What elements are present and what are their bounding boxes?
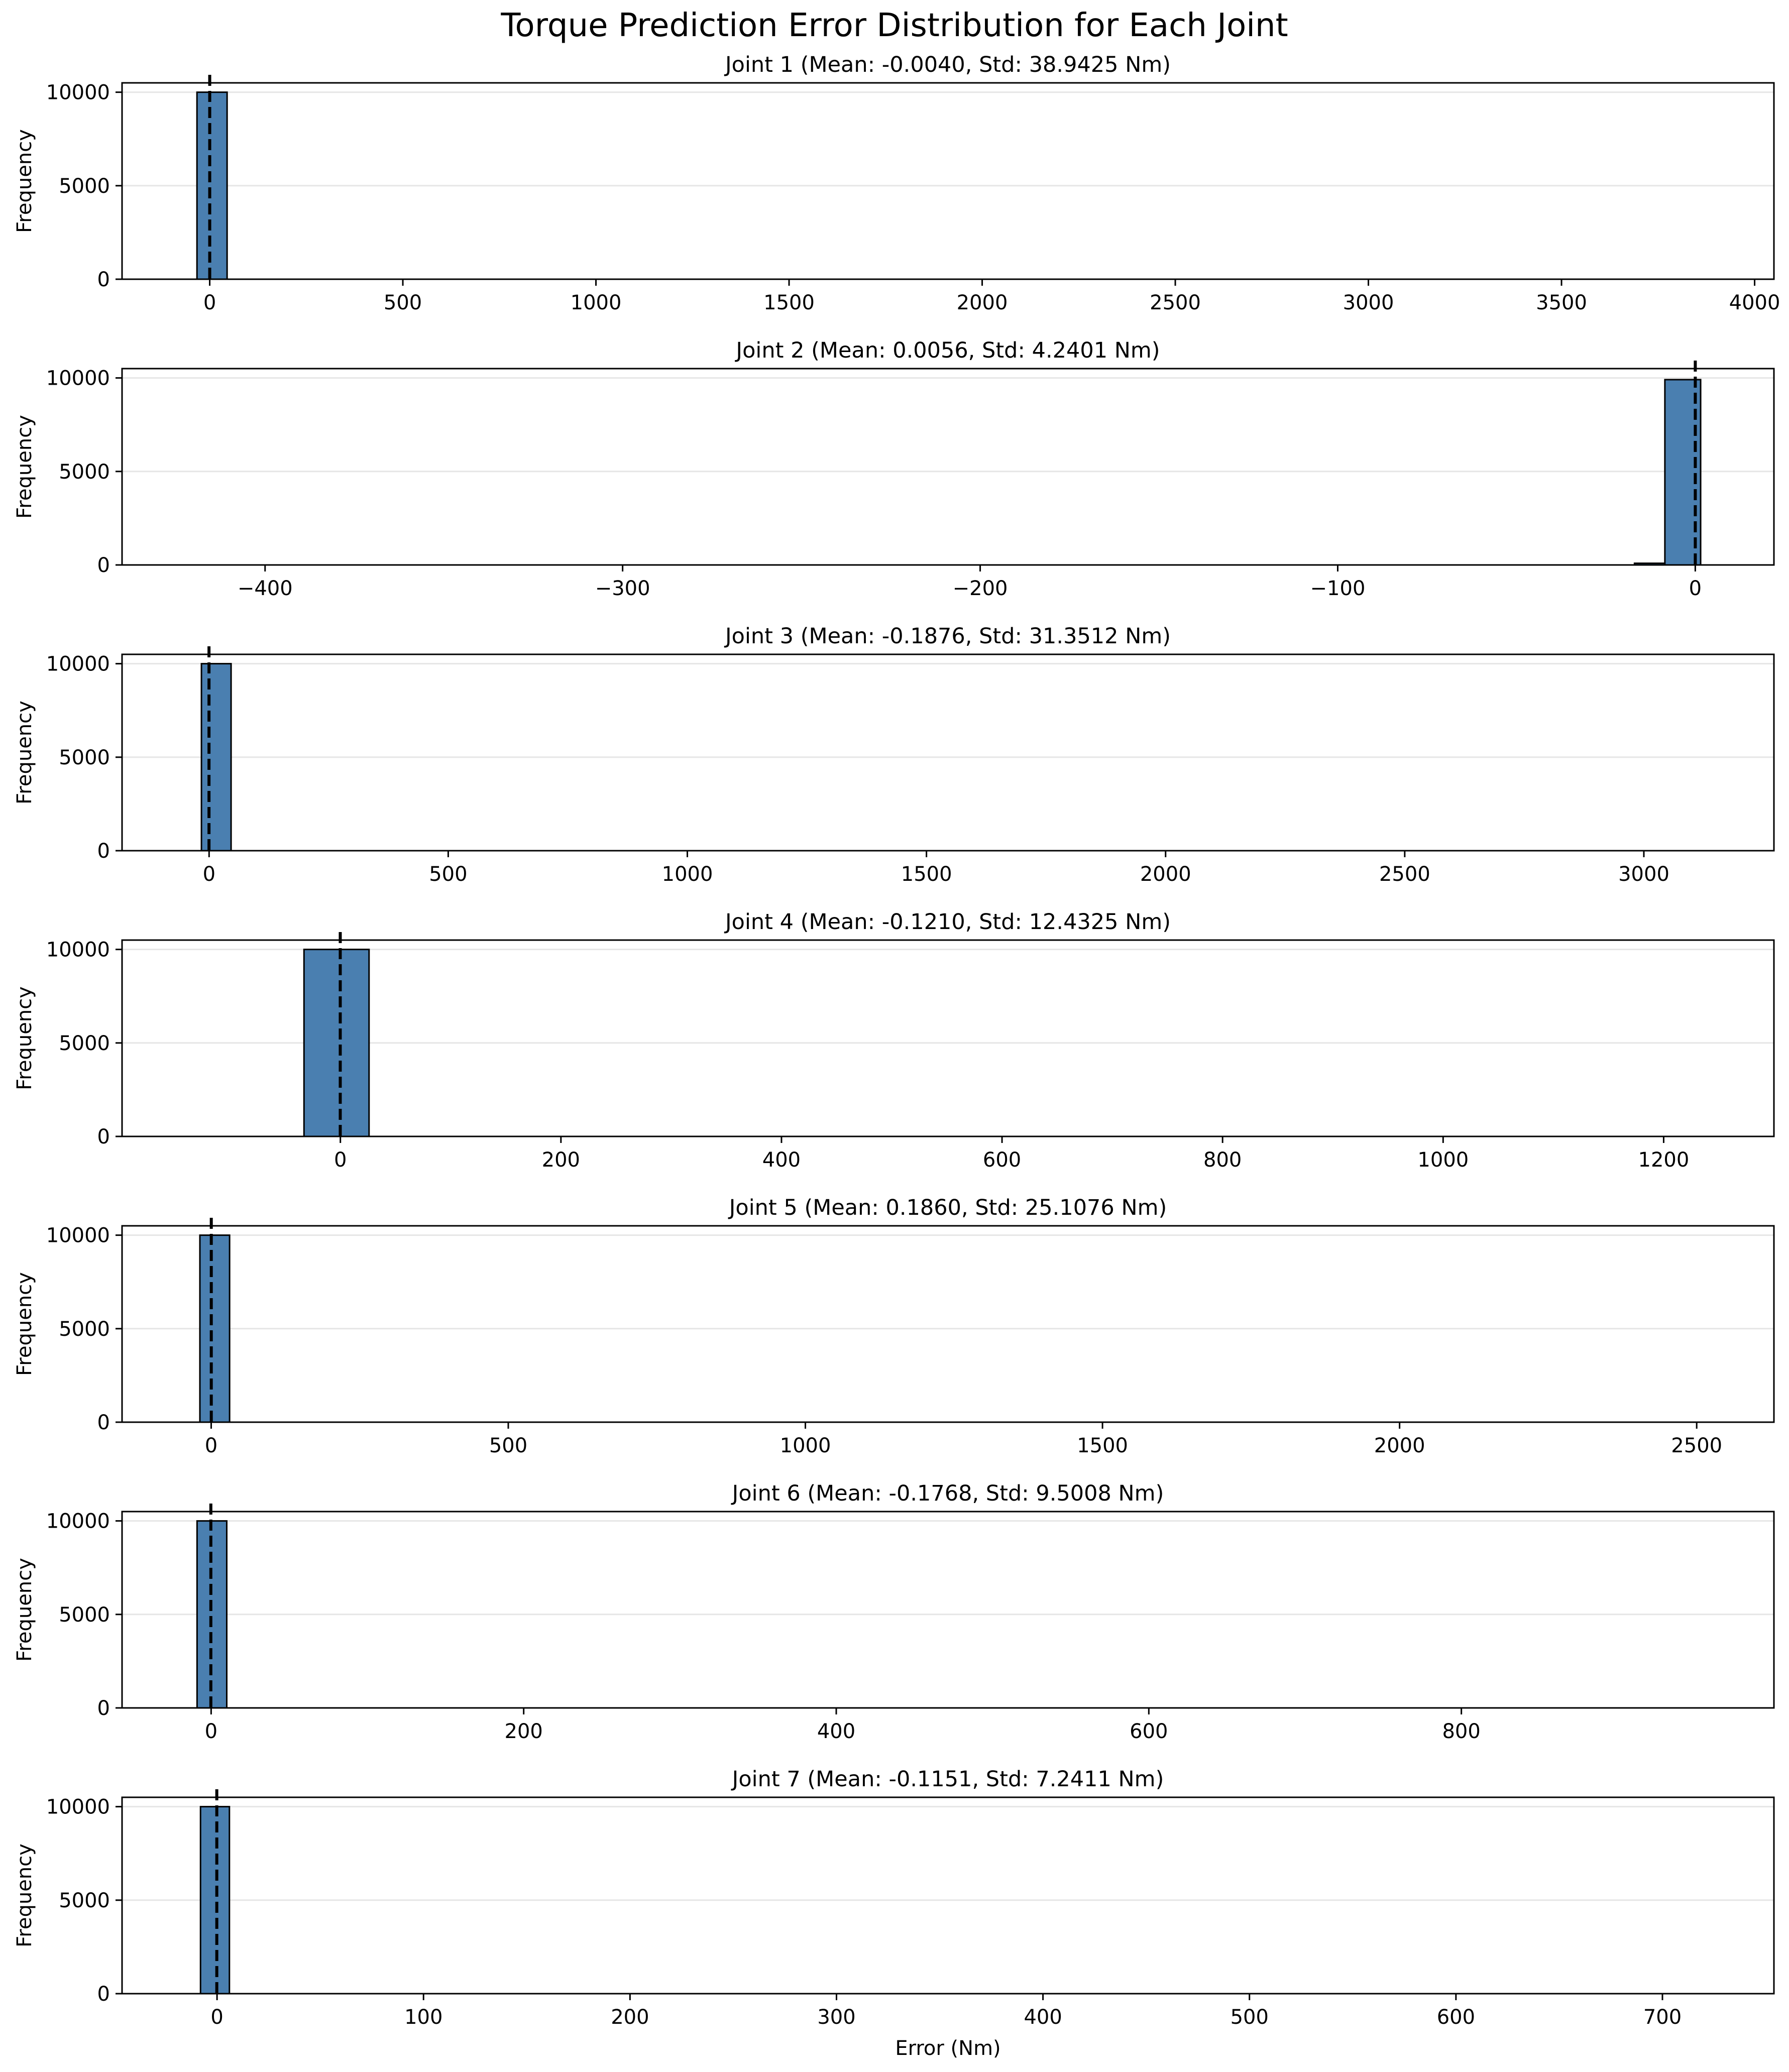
joint-4-xtick-label-5: 1000 — [1417, 1148, 1469, 1172]
joint-6-ylabel: Frequency — [13, 1558, 36, 1662]
joint-3-axes-frame — [121, 653, 1775, 852]
joint-1-ytick-label-1: 5000 — [59, 175, 110, 198]
joint-7-xtick-label-5: 500 — [1231, 2006, 1269, 2029]
joint-3-xtick-label-3: 1500 — [901, 863, 952, 886]
joint-2-ylabel: Frequency — [13, 415, 36, 519]
joint-3-ytick-label-0: 0 — [97, 840, 110, 863]
joint-1-xtick-label-6: 3000 — [1343, 291, 1394, 314]
joint-6-xtick-label-1: 200 — [505, 1720, 543, 1743]
joint-5-ytick-label-2: 10000 — [46, 1224, 110, 1247]
joint-7-xtick-label-0: 0 — [210, 2006, 223, 2029]
joint-1-ylabel: Frequency — [13, 129, 36, 233]
joint-7-axes-frame — [121, 1796, 1775, 1995]
joint-6-bar-0 — [196, 1520, 228, 1709]
joint-3-title: Joint 3 (Mean: -0.1876, Std: 31.3512 Nm) — [724, 624, 1171, 649]
joint-5-axes-frame — [121, 1225, 1775, 1423]
joint-1-xtick-label-3: 1500 — [763, 291, 815, 314]
joint-1-ytick-label-0: 0 — [97, 268, 110, 291]
joint-2-axes-frame — [121, 368, 1775, 566]
joint-6-title: Joint 6 (Mean: -0.1768, Std: 9.5008 Nm) — [731, 1481, 1164, 1506]
joint-6-xtick-label-2: 400 — [817, 1720, 855, 1743]
joint-4-xtick-label-2: 400 — [762, 1148, 801, 1172]
joint-7-xtick-label-4: 400 — [1024, 2006, 1062, 2029]
joint-3-xtick-label-4: 2000 — [1140, 863, 1191, 886]
joint-2-xtick-label-4: 0 — [1689, 577, 1702, 600]
joint-7-xtick-label-3: 300 — [817, 2006, 855, 2029]
joint-6-xtick-label-3: 600 — [1130, 1720, 1168, 1743]
joint-7-ytick-label-2: 10000 — [46, 1796, 110, 1819]
joint-3-xtick-label-6: 3000 — [1618, 863, 1669, 886]
joint-5-title: Joint 5 (Mean: 0.1860, Std: 25.1076 Nm) — [728, 1195, 1167, 1220]
joint-6-ytick-label-1: 5000 — [59, 1603, 110, 1627]
joint-1-title: Joint 1 (Mean: -0.0040, Std: 38.9425 Nm) — [724, 52, 1171, 77]
joint-1-xtick-label-8: 4000 — [1729, 291, 1780, 314]
joint-3-xtick-label-5: 2500 — [1379, 863, 1430, 886]
joint-3-ytick-label-2: 10000 — [46, 653, 110, 676]
joint-2-title: Joint 2 (Mean: 0.0056, Std: 4.2401 Nm) — [734, 338, 1160, 363]
joint-3-ylabel: Frequency — [13, 701, 36, 804]
joint-5-xtick-label-3: 1500 — [1077, 1434, 1128, 1457]
joint-4-ytick-label-0: 0 — [97, 1125, 110, 1148]
joint-3-bar-0 — [200, 663, 232, 852]
joint-4-xtick-label-3: 600 — [983, 1148, 1021, 1172]
joint-2-xtick-label-2: −200 — [953, 577, 1008, 600]
joint-7-xtick-label-1: 100 — [404, 2006, 442, 2029]
joint-7-xtick-label-7: 700 — [1643, 2006, 1682, 2029]
joint-6-xtick-label-0: 0 — [205, 1720, 217, 1743]
joint-7-title: Joint 7 (Mean: -0.1151, Std: 7.2411 Nm) — [731, 1767, 1164, 1792]
joint-7-xlabel: Error (Nm) — [895, 2037, 1000, 2060]
joint-4-ytick-label-2: 10000 — [46, 939, 110, 962]
joint-2-xtick-label-3: −100 — [1310, 577, 1366, 600]
joint-1-ytick-label-2: 10000 — [46, 81, 110, 104]
joint-1-xtick-label-1: 500 — [384, 291, 422, 314]
joint-5-xtick-label-0: 0 — [205, 1434, 217, 1457]
joint-3-xtick-label-0: 0 — [203, 863, 215, 886]
joint-2-ytick-label-0: 0 — [97, 554, 110, 577]
joint-2-ytick-label-2: 10000 — [46, 367, 110, 390]
joint-6-axes-frame — [121, 1511, 1775, 1709]
joint-1-xtick-label-5: 2500 — [1150, 291, 1201, 314]
joint-1-axes-frame — [121, 82, 1775, 280]
joint-7-ytick-label-0: 0 — [97, 1983, 110, 2006]
joint-2-xtick-label-1: −300 — [595, 577, 650, 600]
joint-5-xtick-label-1: 500 — [489, 1434, 527, 1457]
joint-4-bar-0 — [303, 949, 370, 1137]
joint-1-bar-0 — [196, 91, 228, 280]
joint-4-xtick-label-0: 0 — [334, 1148, 347, 1172]
joint-7-ylabel: Frequency — [13, 1844, 36, 1947]
joint-5-ylabel: Frequency — [13, 1272, 36, 1376]
joint-7-bar-0 — [199, 1806, 231, 1995]
joint-1-xtick-label-2: 1000 — [571, 291, 622, 314]
joint-6-ytick-label-0: 0 — [97, 1697, 110, 1720]
joint-7-ytick-label-1: 5000 — [59, 1889, 110, 1912]
joint-7-xtick-label-6: 600 — [1437, 2006, 1475, 2029]
joint-5-ytick-label-1: 5000 — [59, 1318, 110, 1341]
figure-title: Torque Prediction Error Distribution for… — [501, 7, 1288, 44]
joint-2-xtick-label-0: −400 — [238, 577, 293, 600]
joint-4-title: Joint 4 (Mean: -0.1210, Std: 12.4325 Nm) — [724, 909, 1171, 935]
joint-2-bar-1 — [1664, 379, 1702, 566]
joint-5-xtick-label-4: 2000 — [1374, 1434, 1425, 1457]
joint-1-xtick-label-0: 0 — [203, 291, 216, 314]
joint-5-xtick-label-2: 1000 — [780, 1434, 831, 1457]
joint-5-bar-0 — [199, 1234, 231, 1423]
joint-3-ytick-label-1: 5000 — [59, 746, 110, 769]
joint-7-xtick-label-2: 200 — [611, 2006, 649, 2029]
joint-5-xtick-label-5: 2500 — [1671, 1434, 1722, 1457]
joint-3-xtick-label-2: 1000 — [662, 863, 713, 886]
joint-4-xtick-label-4: 800 — [1203, 1148, 1242, 1172]
joint-6-ytick-label-2: 10000 — [46, 1510, 110, 1533]
joint-6-xtick-label-4: 800 — [1442, 1720, 1480, 1743]
joint-4-ytick-label-1: 5000 — [59, 1032, 110, 1055]
joint-4-ylabel: Frequency — [13, 986, 36, 1090]
joint-5-ytick-label-0: 0 — [97, 1411, 110, 1434]
joint-4-axes-frame — [121, 939, 1775, 1137]
joint-4-xtick-label-6: 1200 — [1638, 1148, 1690, 1172]
joint-2-ytick-label-1: 5000 — [59, 461, 110, 484]
joint-3-xtick-label-1: 500 — [429, 863, 467, 886]
joint-1-xtick-label-7: 3500 — [1536, 291, 1587, 314]
joint-4-xtick-label-1: 200 — [542, 1148, 580, 1172]
joint-1-xtick-label-4: 2000 — [957, 291, 1008, 314]
